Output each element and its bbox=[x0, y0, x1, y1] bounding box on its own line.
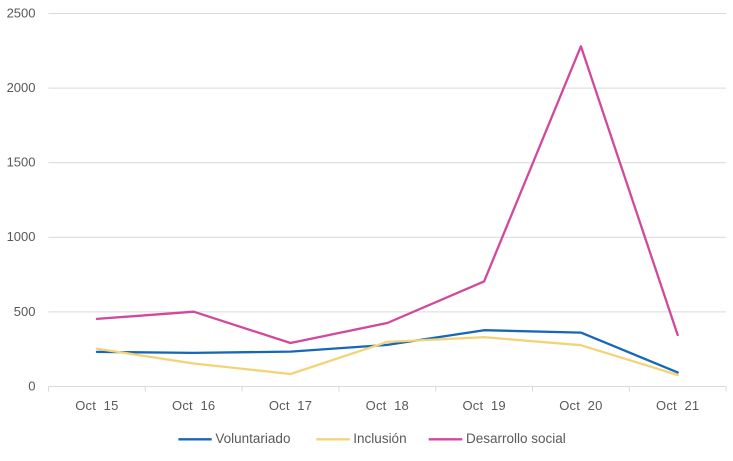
svg-text:Oct 20: Oct 20 bbox=[559, 398, 602, 413]
svg-text:Voluntariado: Voluntariado bbox=[215, 431, 290, 446]
svg-text:Desarrollo social: Desarrollo social bbox=[466, 431, 566, 446]
svg-text:Oct 15: Oct 15 bbox=[75, 398, 118, 413]
svg-text:2000: 2000 bbox=[7, 80, 36, 95]
svg-text:500: 500 bbox=[14, 304, 36, 319]
svg-text:1500: 1500 bbox=[7, 155, 36, 170]
svg-text:Inclusión: Inclusión bbox=[353, 431, 406, 446]
svg-text:Oct 19: Oct 19 bbox=[462, 398, 505, 413]
svg-text:Oct 18: Oct 18 bbox=[366, 398, 409, 413]
svg-text:1000: 1000 bbox=[7, 229, 36, 244]
svg-text:Oct 21: Oct 21 bbox=[656, 398, 699, 413]
svg-text:Oct 16: Oct 16 bbox=[172, 398, 215, 413]
svg-text:0: 0 bbox=[28, 378, 35, 393]
svg-text:Oct 17: Oct 17 bbox=[269, 398, 312, 413]
svg-text:2500: 2500 bbox=[7, 6, 36, 21]
